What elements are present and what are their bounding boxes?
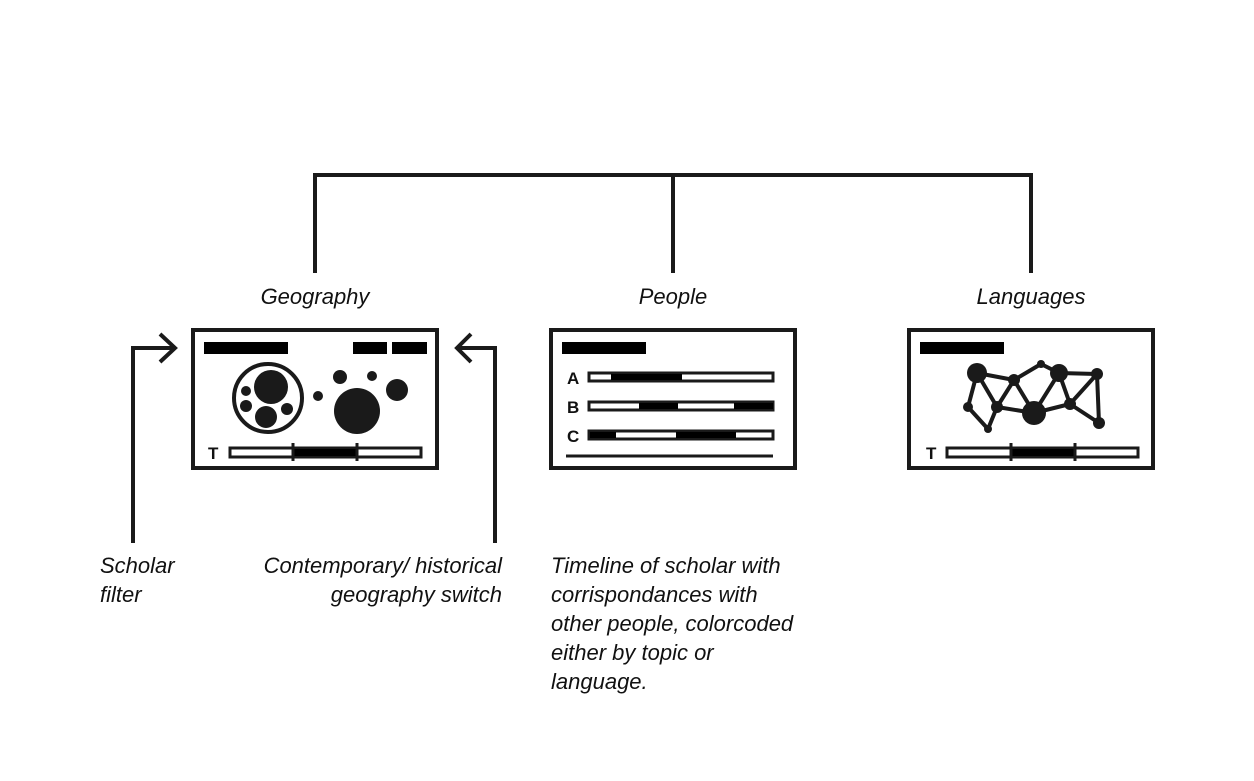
network-node [1022,401,1046,425]
people-title: People [638,284,708,309]
geography-timeline-letter: T [208,444,219,463]
map-bubble [313,391,323,401]
network-node [1037,360,1045,368]
languages-title-bar [920,342,1004,354]
map-bubble [254,370,288,404]
map-bubble [333,370,347,384]
scholar-filter-control[interactable] [353,342,387,354]
timeline-range [293,449,357,456]
languages-timeline-letter: T [926,444,937,463]
people-row-b [587,400,775,412]
languages-title: Languages [976,284,1086,309]
map-bubble [386,379,408,401]
annotation-line: Scholar [100,553,175,578]
map-bubble [334,388,380,434]
people-row-letter: A [567,369,579,388]
people-row-letter: B [567,398,579,417]
timeline-range [1011,449,1075,456]
geography-timeline-slider[interactable] [228,443,423,461]
annotation-line: filter [100,582,142,607]
geography-switch-annotation: Contemporary/ historical geography switc… [264,551,502,609]
annotation-line: either by topic or [551,640,714,665]
annotation-line: language. [551,669,648,694]
map-cluster-ring [232,362,304,434]
people-panel: A B C [549,328,797,470]
tree-connector [313,173,1033,273]
map-bubble [255,406,277,428]
geography-switch-arrow [454,332,497,543]
people-title-bar [562,342,646,354]
network-nodes [963,360,1105,433]
network-node [991,401,1003,413]
geography-title: Geography [260,284,370,309]
network-node [1008,374,1020,386]
network-node [963,402,973,412]
geography-panel: T [191,328,439,470]
map-bubble [241,386,251,396]
map-bubble [281,403,293,415]
network-node [1064,398,1076,410]
network-node [1091,368,1103,380]
language-network [963,360,1105,433]
people-description: Timeline of scholar with corrispondances… [551,551,793,696]
network-node [984,425,992,433]
annotation-line: corrispondances with [551,582,758,607]
people-row-a [587,371,775,383]
map-bubbles [232,362,408,434]
scholar-filter-arrow [131,332,178,543]
annotation-line: geography switch [330,582,502,607]
network-node [1093,417,1105,429]
annotation-line: Contemporary/ historical [263,553,502,578]
network-node [1050,364,1068,382]
geography-switch-control[interactable] [392,342,427,354]
people-row-letter: C [567,427,579,446]
scholar-filter-annotation: Scholar filter [100,551,175,609]
map-bubble [240,400,252,412]
people-row-c [587,429,775,441]
geography-title-bar [204,342,288,354]
languages-timeline-slider[interactable] [945,443,1140,461]
annotation-line: other people, colorcoded [551,611,794,636]
network-node [967,363,987,383]
languages-panel: T [907,328,1155,470]
annotation-line: Timeline of scholar with [551,553,781,578]
map-bubble [367,371,377,381]
